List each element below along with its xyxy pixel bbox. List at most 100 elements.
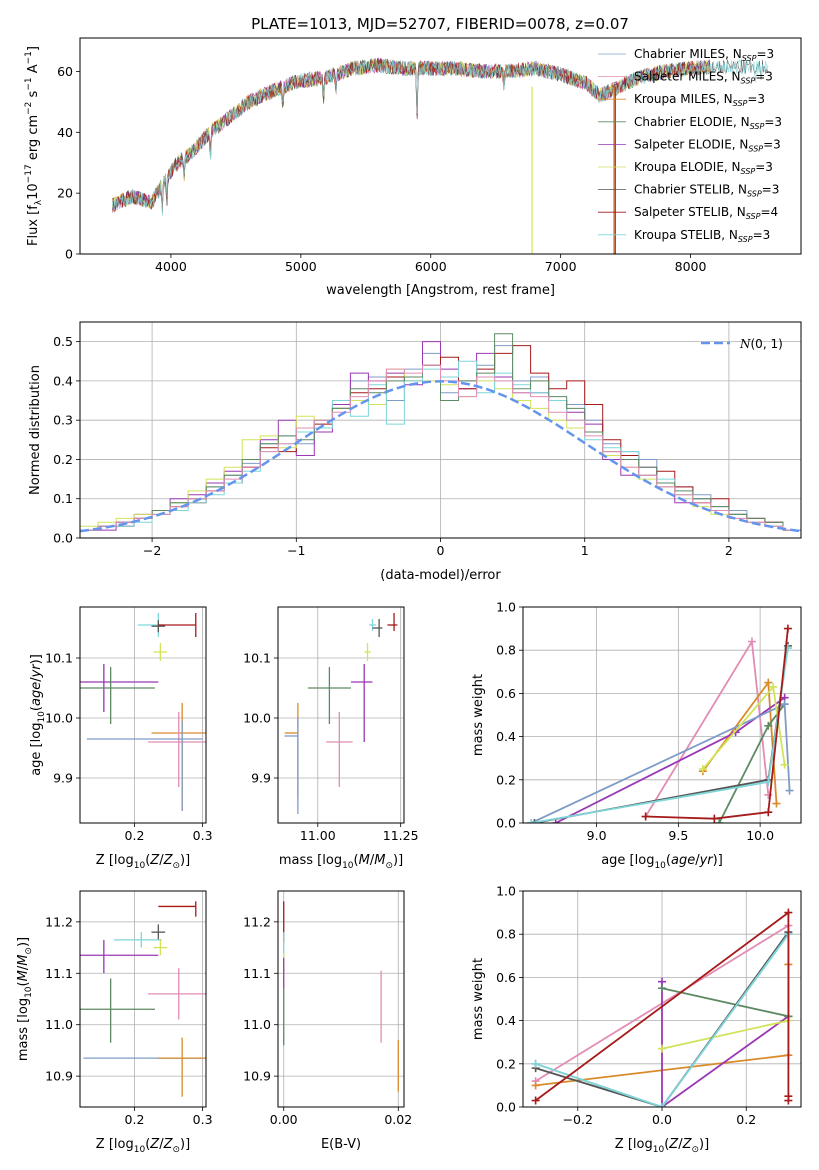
x-tick-label: −1 [287,543,305,558]
legend-label: Chabrier MILES, NSSP=3 [634,47,774,63]
mass-vs-ebv-panel: 0.00 0.02 10.9 11.0 11.1 11.2 E(B-V) [243,890,412,1152]
y-tick-label: 10.9 [243,1069,271,1084]
y-tick-label: 0.5 [53,334,73,349]
spectrum-line [112,58,769,216]
weight-marker [764,808,773,817]
x-axis-label: mass [log10(M/M⊙)] [279,853,403,871]
x-tick-label: 10.0 [746,828,774,843]
weight-line [661,981,789,1107]
plot-area [283,901,399,1092]
legend-label: Kroupa STELIB, NSSP=3 [634,228,770,244]
weight-marker [551,819,560,823]
x-tick-label: 9.5 [668,828,688,843]
weight-marker [769,682,778,691]
figure-title: PLATE=1013, MJD=52707, FIBERID=0078, z=0… [251,15,629,33]
mass-vs-metallicity-panel: 0.2 0.3 10.9 11.0 11.1 11.2 Z [log10(Z/Z⊙)] mas… [16,890,213,1155]
weight-marker [710,814,719,823]
x-tick-label: 1 [581,543,589,558]
weight-marker [527,819,536,823]
legend-label: N(0, 1) [739,337,783,351]
weight-marker [747,637,756,646]
legend-label: Chabrier STELIB, NSSP=3 [634,183,779,199]
weight-marker [780,760,789,769]
y-tick-label: 0 [65,247,73,262]
histogram-series [80,364,801,538]
weight-line [661,1019,789,1050]
y-tick-label: 0.6 [496,970,516,985]
weight-line [645,628,789,820]
x-tick-label: 0.2 [125,1112,145,1127]
x-tick-label: 4000 [155,259,187,274]
y-tick-label: 1.0 [496,884,516,899]
weight-marker [764,678,773,687]
y-tick-label: 40 [57,125,73,140]
x-axis-label: wavelength [Angstrom, rest frame] [326,283,555,298]
x-tick-label: 0.0 [652,1112,672,1127]
y-tick-label: 10.0 [45,711,73,726]
legend-label: Salpeter ELODIE, NSSP=3 [634,137,781,153]
axes-frame [79,606,207,824]
weight-marker [784,908,793,917]
y-axis-label: age [log10(age/yr)] [29,654,47,776]
y-axis-label: Normed distribution [28,365,43,495]
legend-label: Salpeter MILES, NSSP=3 [634,70,773,86]
x-tick-label: 6000 [415,259,447,274]
weight-line [535,933,790,1107]
x-tick-label: −2 [143,543,161,558]
axes-frame [277,890,405,1108]
weight-marker [641,812,650,821]
plot-area [531,908,793,1107]
x-tick-label: 0.3 [193,828,213,843]
x-tick-label: 9.0 [587,828,607,843]
age-vs-metallicity-panel: 0.2 0.3 9.9 10.0 10.1 Z [log10(Z/Z⊙)] age [log… [29,606,213,871]
x-tick-label: 2 [725,543,733,558]
axes-frame [522,606,802,824]
weight-line [534,645,789,823]
x-axis-label: Z [log10(Z/Z⊙)] [96,853,190,871]
plot-area [80,613,206,811]
legend-label: Salpeter STELIB, NSSP=4 [634,205,778,221]
y-tick-label: 20 [57,186,73,201]
x-axis-label: (data-model)/error [380,568,501,583]
gaussian-curve [80,380,801,533]
x-axis-label: E(B-V) [321,1137,361,1152]
weight-marker [698,765,707,773]
y-tick-label: 11.2 [243,914,271,929]
y-tick-label: 0.2 [496,772,516,787]
age-vs-mass-panel: 11.00 11.25 9.9 10.0 10.1 mass [log10(M/M⊙)] [243,606,419,871]
y-tick-label: 0.4 [496,729,516,744]
y-tick-label: 60 [57,64,73,79]
weight-marker [772,799,781,808]
y-tick-label: 11.1 [243,966,271,981]
y-tick-label: 9.9 [53,771,73,786]
weight-line [718,703,786,823]
weight-vs-metallicity-panel: −0.2 0.0 0.2 0.0 0.2 0.4 0.6 0.8 1.0 Z [log10(Z/Z… [471,884,802,1155]
x-tick-label: 7000 [545,259,577,274]
plot-area [527,624,794,823]
y-tick-label: 0.3 [53,413,73,428]
x-tick-label: −0.2 [563,1112,593,1127]
y-tick-label: 0.0 [496,816,516,831]
weight-marker [785,786,794,795]
x-axis-label: Z [log10(Z/Z⊙)] [615,1137,709,1155]
weight-line [531,647,789,823]
y-tick-label: 0.0 [496,1100,516,1115]
plot-area [112,57,769,254]
y-axis-label: mass weight [471,958,486,1040]
y-tick-label: 11.1 [45,966,73,981]
weight-marker [658,1103,666,1107]
axes-frame [79,37,802,255]
weight-marker [530,819,539,823]
y-tick-label: 10.1 [243,651,271,666]
weight-marker [780,700,789,709]
axes-frame [79,890,207,1108]
axes-frame [522,890,802,1108]
y-axis-label: mass weight [471,674,486,756]
x-tick-label: 0.3 [193,1112,213,1127]
legend-label: Kroupa ELODIE, NSSP=3 [634,160,773,176]
weight-marker [531,1081,540,1090]
y-tick-label: 0.2 [53,452,73,467]
legend-label: Chabrier ELODIE, NSSP=3 [634,115,782,131]
y-tick-label: 10.0 [243,711,271,726]
